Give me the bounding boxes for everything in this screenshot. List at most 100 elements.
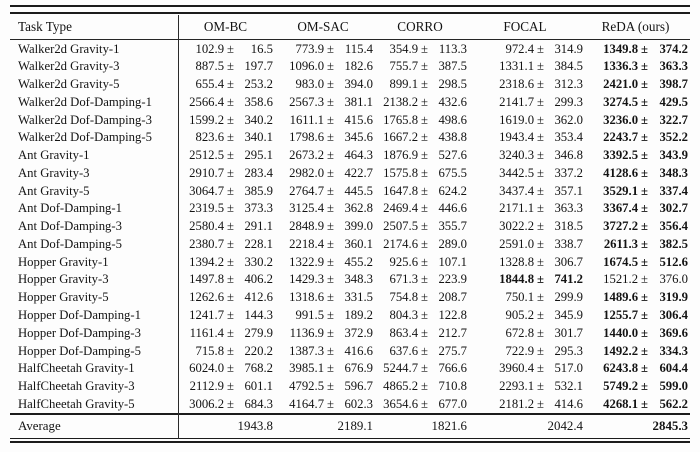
- std-value: 624.2: [438, 183, 467, 198]
- metric-cell: 2910.7 ±283.4: [178, 166, 273, 181]
- metric-cell: 4865.2 ±710.8: [373, 379, 467, 394]
- metric-cell: 4792.5 ±596.7: [273, 379, 373, 394]
- metric-cell: 2580.4 ±291.1: [178, 219, 273, 234]
- plus-minus-sign: ±: [421, 379, 428, 394]
- plus-minus-sign: ±: [421, 236, 428, 251]
- plus-minus-sign: ±: [327, 236, 334, 251]
- std-value: 223.9: [438, 272, 467, 287]
- metric-cell: 672.8 ±301.7: [467, 326, 583, 341]
- average-label: Average: [18, 418, 61, 433]
- table-row: Ant Dof-Damping-1 2319.5 ±373.3 3125.4 ±362.…: [10, 200, 690, 218]
- std-value: 363.3: [659, 59, 688, 74]
- mean-value: 1798.6: [289, 130, 325, 145]
- bottom-rule-thick: [10, 440, 690, 443]
- metric-cell: 925.6 ±107.1: [373, 255, 467, 270]
- metric-cell: 2567.3 ±381.1: [273, 95, 373, 110]
- task-label: Hopper Dof-Damping-3: [18, 325, 141, 340]
- metric-cell: 1667.2 ±438.8: [373, 130, 467, 145]
- column-divider: [178, 14, 180, 439]
- table-row: Walker2d Gravity-3 887.5 ±197.7 1096.0 ±182.…: [10, 58, 690, 76]
- plus-minus-sign: ±: [537, 112, 544, 127]
- mean-value: 991.5: [295, 308, 325, 323]
- metric-cell: 5749.2 ±599.0: [583, 379, 688, 394]
- mean-value: 2512.5: [189, 148, 225, 163]
- metric-cell: 1489.6 ±319.9: [583, 290, 688, 305]
- metric-cell: 2293.1 ±532.1: [467, 379, 583, 394]
- mean-value: 102.9: [195, 41, 225, 56]
- top-rule-thin: [10, 5, 690, 7]
- std-value: 676.9: [344, 361, 373, 376]
- metric-cell: 6243.8 ±604.4: [583, 361, 688, 376]
- metric-cell: 823.6 ±340.1: [178, 130, 273, 145]
- std-value: 343.9: [659, 148, 688, 163]
- metric-cell: 3125.4 ±362.8: [273, 201, 373, 216]
- mean-value: 1619.0: [499, 112, 535, 127]
- metric-cell: 1429.3 ±348.3: [273, 272, 373, 287]
- mean-value: 4268.1: [603, 396, 639, 411]
- metric-cell: 3654.6 ±677.0: [373, 397, 467, 412]
- metric-cell: 3985.1 ±676.9: [273, 361, 373, 376]
- plus-minus-sign: ±: [421, 148, 428, 163]
- std-value: 422.7: [344, 165, 373, 180]
- plus-minus-sign: ±: [327, 201, 334, 216]
- mean-value: 804.3: [389, 308, 419, 323]
- plus-minus-sign: ±: [537, 130, 544, 145]
- plus-minus-sign: ±: [421, 201, 428, 216]
- std-value: 122.8: [438, 308, 467, 323]
- plus-minus-sign: ±: [641, 41, 648, 56]
- mean-value: 2566.4: [189, 94, 225, 109]
- plus-minus-sign: ±: [537, 272, 544, 287]
- metric-cell: 1497.8 ±406.2: [178, 272, 273, 287]
- plus-minus-sign: ±: [327, 59, 334, 74]
- metric-cell: 3006.2 ±684.3: [178, 397, 273, 412]
- metric-cell: 1262.6 ±412.6: [178, 290, 273, 305]
- column-header-task-type: Task Type: [18, 18, 72, 34]
- mean-value: 2112.9: [189, 379, 225, 394]
- mean-value: 1429.3: [289, 272, 325, 287]
- plus-minus-sign: ±: [227, 290, 234, 305]
- mean-value: 3274.5: [603, 94, 639, 109]
- mean-value: 2174.6: [383, 236, 419, 251]
- mean-value: 863.4: [389, 325, 419, 340]
- std-value: 455.2: [344, 254, 373, 269]
- metric-cell: 3274.5 ±429.5: [583, 95, 688, 110]
- mean-value: 1575.8: [383, 165, 419, 180]
- mean-value: 3022.2: [499, 219, 535, 234]
- table-row: Ant Gravity-5 3064.7 ±385.9 2764.7 ±445.5 164…: [10, 182, 690, 200]
- metric-cell: 6024.0 ±768.2: [178, 361, 273, 376]
- plus-minus-sign: ±: [641, 325, 648, 340]
- metric-cell: 2982.0 ±422.7: [273, 166, 373, 181]
- metric-cell: 773.9 ±115.4: [273, 42, 373, 57]
- mean-value: 1241.7: [189, 308, 225, 323]
- table-row: HalfCheetah Gravity-3 2112.9 ±601.1 4792.5 ±…: [10, 378, 690, 396]
- metric-cell: 804.3 ±122.8: [373, 308, 467, 323]
- mean-value: 2764.7: [289, 183, 325, 198]
- metric-cell: 2171.1 ±363.3: [467, 201, 583, 216]
- table-row: Ant Dof-Damping-3 2580.4 ±291.1 2848.9 ±399.…: [10, 218, 690, 236]
- std-value: 684.3: [244, 396, 273, 411]
- plus-minus-sign: ±: [327, 290, 334, 305]
- metric-cell: 1387.3 ±416.6: [273, 344, 373, 359]
- mean-value: 1387.3: [289, 343, 325, 358]
- metric-cell: 2469.4 ±446.6: [373, 201, 467, 216]
- metric-cell: 863.4 ±212.7: [373, 326, 467, 341]
- std-value: 416.6: [344, 343, 373, 358]
- std-value: 208.7: [438, 290, 467, 305]
- metric-cell: 2611.3 ±382.5: [583, 237, 688, 252]
- std-value: 299.3: [554, 94, 583, 109]
- mean-value: 754.8: [389, 290, 419, 305]
- metric-cell: 755.7 ±387.5: [373, 59, 467, 74]
- plus-minus-sign: ±: [421, 272, 428, 287]
- plus-minus-sign: ±: [227, 165, 234, 180]
- metric-cell: 2566.4 ±358.6: [178, 95, 273, 110]
- std-value: 415.6: [344, 112, 373, 127]
- column-header: OM-BC: [203, 18, 248, 34]
- plus-minus-sign: ±: [641, 201, 648, 216]
- metric-cell: 1349.8 ±374.2: [583, 42, 688, 57]
- plus-minus-sign: ±: [327, 308, 334, 323]
- mean-value: 1318.6: [289, 290, 325, 305]
- task-label: Ant Gravity-5: [18, 183, 90, 198]
- metric-cell: 2174.6 ±289.0: [373, 237, 467, 252]
- plus-minus-sign: ±: [421, 343, 428, 358]
- std-value: 197.7: [244, 59, 273, 74]
